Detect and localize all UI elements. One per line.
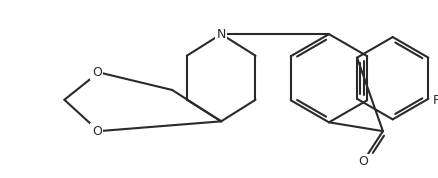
Text: O: O xyxy=(358,155,368,168)
Text: O: O xyxy=(92,66,102,79)
Text: N: N xyxy=(216,28,226,41)
Text: O: O xyxy=(92,125,102,138)
Text: F: F xyxy=(433,94,438,107)
